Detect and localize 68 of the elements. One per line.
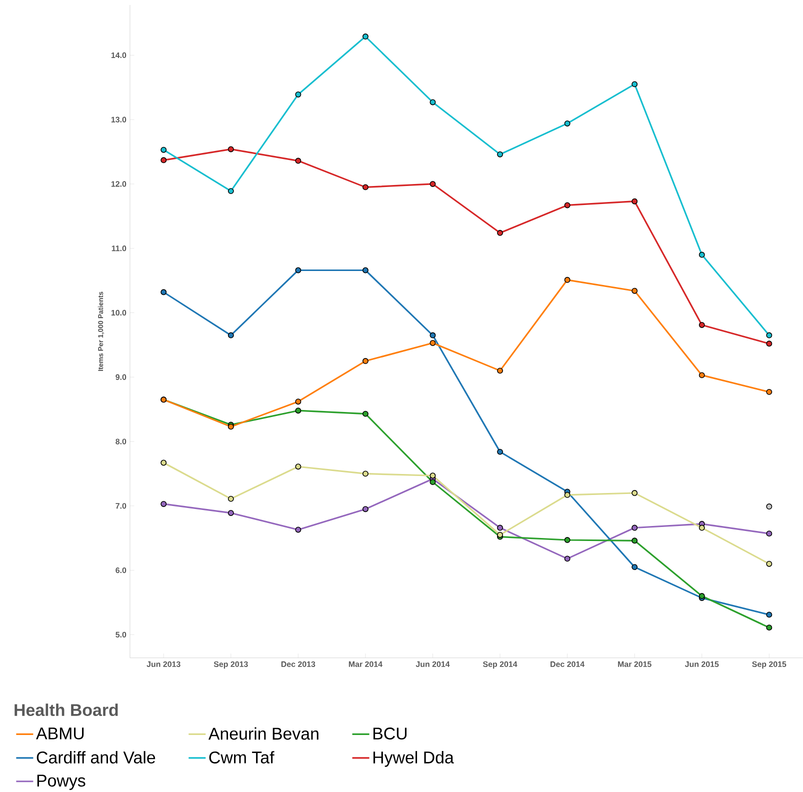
point xyxy=(632,198,638,204)
point xyxy=(160,157,167,164)
point xyxy=(632,81,638,88)
point xyxy=(632,564,638,570)
point xyxy=(564,202,570,208)
point xyxy=(295,526,302,533)
legend-label: Cwm Taf xyxy=(209,751,274,764)
legend-label: Aneurin Bevan xyxy=(208,727,318,740)
point xyxy=(362,184,368,190)
point xyxy=(295,408,302,414)
point xyxy=(497,368,504,374)
point xyxy=(497,524,504,531)
point xyxy=(430,332,436,338)
point xyxy=(228,146,234,152)
point xyxy=(430,99,436,106)
point xyxy=(430,181,436,187)
point xyxy=(160,146,167,153)
point xyxy=(497,230,504,236)
point xyxy=(766,530,772,537)
legend-label: ABMU xyxy=(36,728,84,740)
point xyxy=(564,537,570,544)
point xyxy=(430,479,436,486)
legend-label: Hywel Dda xyxy=(373,751,454,767)
point xyxy=(766,504,772,510)
point xyxy=(632,490,638,496)
point xyxy=(564,276,570,283)
point xyxy=(632,288,638,294)
legend-label: Powys xyxy=(37,774,86,790)
point xyxy=(698,372,705,378)
point xyxy=(295,267,302,274)
point xyxy=(564,120,570,126)
point xyxy=(295,92,302,98)
point xyxy=(362,34,368,40)
point xyxy=(228,188,234,194)
point xyxy=(632,524,638,531)
point xyxy=(160,460,167,466)
point xyxy=(160,289,167,296)
legend-label: BCU xyxy=(373,728,407,740)
legend-label: Cardiff and Vale xyxy=(36,751,156,764)
point xyxy=(228,510,234,516)
point xyxy=(766,332,772,338)
point xyxy=(632,538,638,544)
point xyxy=(497,448,504,455)
point xyxy=(698,252,705,258)
point xyxy=(295,464,302,470)
point xyxy=(766,560,772,567)
point xyxy=(362,470,368,477)
point xyxy=(766,340,772,347)
point xyxy=(160,501,167,507)
point xyxy=(564,556,570,562)
point xyxy=(766,624,772,631)
point xyxy=(295,398,302,405)
point xyxy=(698,524,705,531)
point xyxy=(564,492,570,498)
point xyxy=(497,151,504,158)
point xyxy=(228,332,234,338)
point xyxy=(362,358,368,364)
point xyxy=(430,340,436,346)
point xyxy=(362,410,368,417)
point xyxy=(766,612,772,618)
point xyxy=(228,496,234,502)
point xyxy=(698,322,705,328)
point xyxy=(362,267,368,274)
legend-title: Health Board xyxy=(14,704,118,716)
point xyxy=(766,388,772,395)
point xyxy=(362,506,368,512)
point xyxy=(295,158,302,164)
point xyxy=(430,472,436,479)
